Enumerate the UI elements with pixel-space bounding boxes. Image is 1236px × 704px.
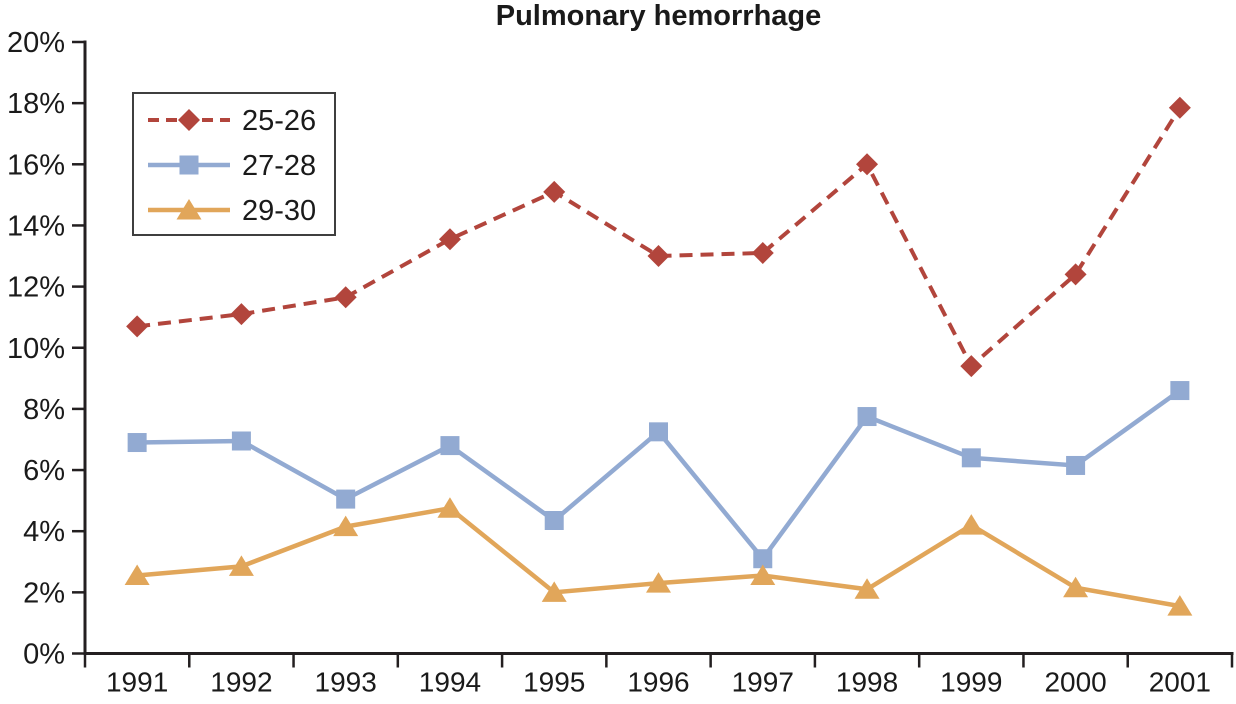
- chart-title: Pulmonary hemorrhage: [495, 0, 822, 32]
- data-marker-27-28: [336, 489, 356, 509]
- data-marker-25-26: [438, 228, 461, 251]
- y-tick-label: 20%: [7, 27, 65, 59]
- data-marker-25-26: [751, 241, 774, 264]
- x-tick-label: 1992: [210, 667, 272, 698]
- data-marker-27-28: [961, 448, 981, 468]
- y-tick-label: 14%: [7, 210, 65, 242]
- legend-marker-27-28: [179, 155, 199, 175]
- y-tick-label: 2%: [23, 577, 65, 609]
- y-tick-label: 0%: [23, 639, 65, 671]
- x-tick-label: 1995: [523, 667, 585, 698]
- x-tick-label: 1994: [419, 667, 481, 698]
- data-marker-25-26: [856, 153, 879, 176]
- data-marker-29-30: [958, 514, 984, 535]
- legend-marker-29-30: [176, 199, 202, 220]
- data-marker-25-26: [1064, 263, 1087, 286]
- legend-label-27-28: 27-28: [242, 150, 316, 182]
- x-tick-label: 1997: [732, 667, 794, 698]
- data-marker-27-28: [1066, 455, 1086, 475]
- y-tick-label: 8%: [23, 394, 65, 426]
- data-marker-25-26: [126, 315, 149, 338]
- data-marker-29-30: [750, 564, 776, 586]
- data-marker-29-30: [854, 578, 880, 599]
- legend-marker-25-26: [178, 109, 200, 131]
- series-line-27-28: [137, 388, 1182, 563]
- y-tick-label: 6%: [23, 455, 65, 487]
- series-line-25-26: [136, 106, 1182, 370]
- y-tick-label: 4%: [23, 516, 65, 548]
- data-marker-29-30: [228, 555, 254, 576]
- y-tick-label: 18%: [7, 88, 65, 120]
- data-marker-25-26: [230, 303, 253, 326]
- y-tick-label: 16%: [7, 149, 65, 181]
- y-tick-label: 10%: [7, 333, 65, 365]
- data-marker-27-28: [857, 407, 877, 427]
- y-tick-label: 12%: [7, 272, 65, 304]
- data-marker-27-28: [753, 549, 773, 569]
- data-marker-29-30: [541, 581, 567, 602]
- data-marker-25-26: [1168, 96, 1191, 119]
- x-tick-label: 2001: [1149, 667, 1211, 698]
- data-marker-25-26: [960, 355, 983, 378]
- data-marker-27-28: [231, 431, 251, 451]
- data-marker-27-28: [440, 436, 460, 456]
- x-tick-label: 1999: [940, 667, 1002, 698]
- data-marker-29-30: [1063, 576, 1089, 598]
- x-tick-label: 1998: [836, 667, 898, 698]
- data-marker-29-30: [1167, 595, 1193, 616]
- data-marker-27-28: [649, 422, 668, 442]
- x-tick-label: 1991: [106, 667, 168, 698]
- data-marker-29-30: [333, 515, 359, 537]
- legend-label-25-26: 25-26: [242, 105, 316, 137]
- data-marker-29-30: [646, 572, 671, 593]
- data-marker-27-28: [1170, 381, 1190, 401]
- data-marker-27-28: [544, 510, 564, 530]
- data-marker-29-30: [124, 564, 150, 586]
- data-marker-25-26: [334, 286, 357, 309]
- data-marker-27-28: [127, 433, 147, 453]
- data-marker-25-26: [647, 245, 670, 268]
- data-marker-29-30: [437, 497, 463, 518]
- data-marker-25-26: [543, 180, 566, 203]
- x-tick-label: 2000: [1044, 667, 1106, 698]
- legend-label-29-30: 29-30: [242, 195, 316, 227]
- x-tick-label: 1993: [315, 667, 377, 698]
- x-tick-label: 1996: [627, 667, 689, 698]
